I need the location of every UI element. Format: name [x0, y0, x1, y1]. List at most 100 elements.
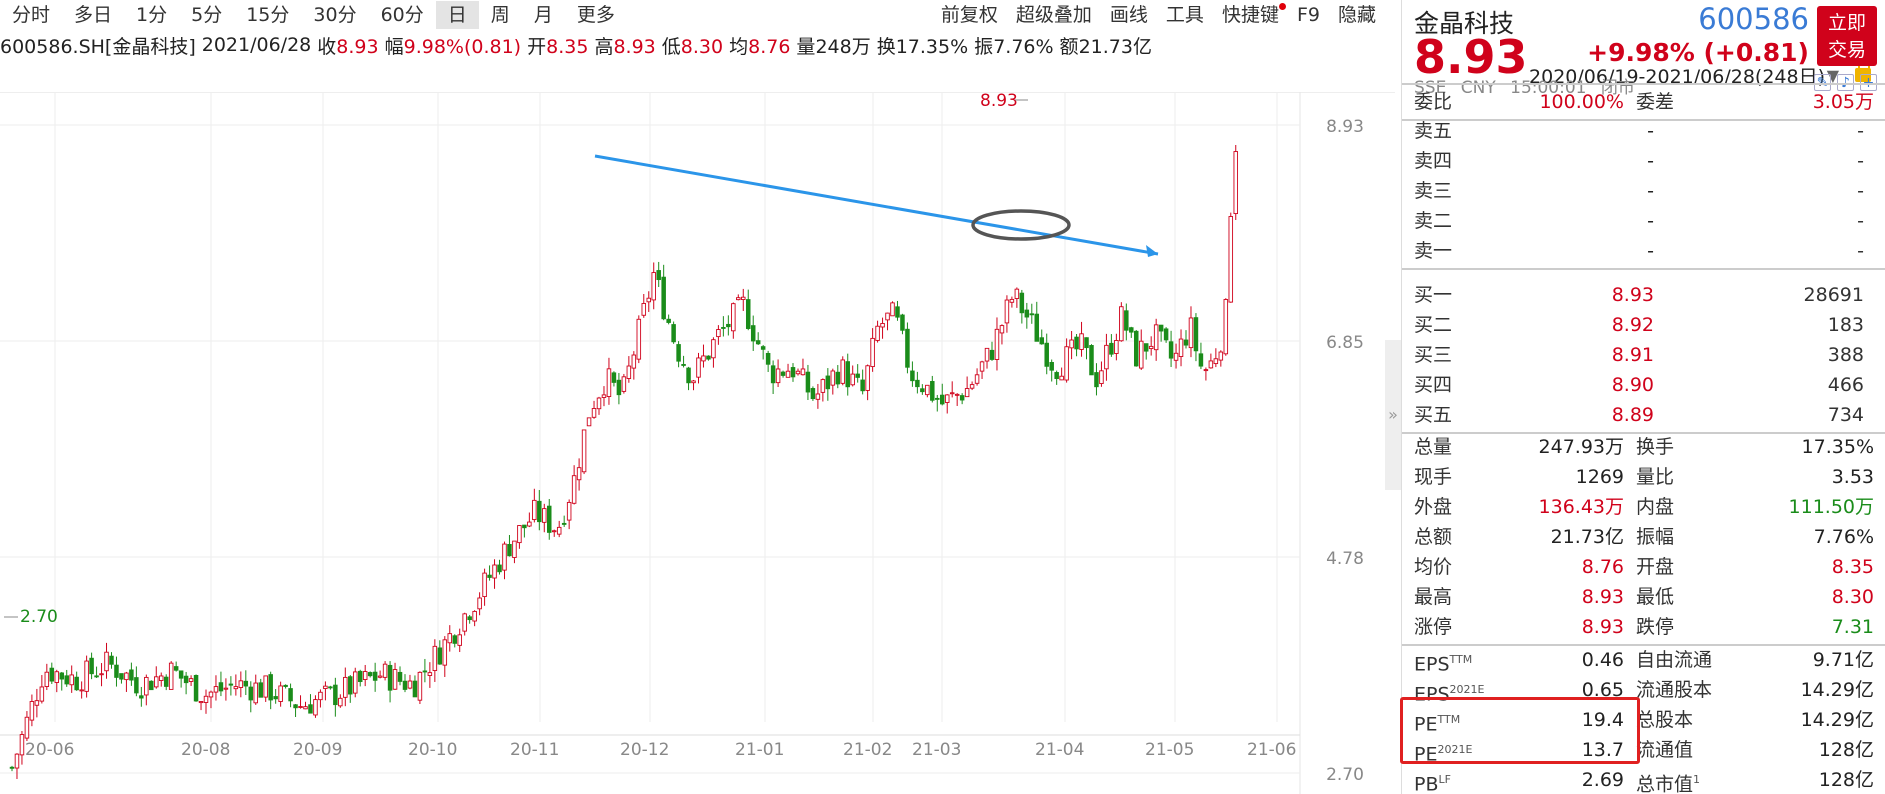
candle-body [940, 394, 945, 405]
candle-body [362, 671, 368, 680]
candle-body [1168, 341, 1174, 359]
tool-label: F9 [1296, 4, 1320, 26]
candle-body [367, 672, 373, 677]
candle-body [188, 678, 194, 682]
period-tab-3[interactable]: 5分 [191, 4, 223, 26]
bids-level-label: 买五 [1414, 404, 1453, 426]
candle-body [158, 675, 164, 681]
period-tab-4[interactable]: 15分 [246, 4, 290, 26]
candle-body [338, 697, 343, 707]
tool-5[interactable]: F9 [1288, 1, 1329, 29]
asks-price: - [1647, 180, 1654, 202]
stat-label: 振幅 [1636, 526, 1675, 548]
candle-body [288, 688, 293, 702]
candle-body [1138, 340, 1144, 369]
period-tab-0[interactable]: 分时 [12, 4, 51, 26]
candle-body [1034, 313, 1040, 342]
period-tab-9[interactable]: 月 [533, 4, 553, 26]
tool-1[interactable]: 超级叠加 [1007, 1, 1101, 29]
candle-body [1223, 299, 1229, 355]
stock-code: 600586 [1698, 2, 1809, 36]
tool-2[interactable]: 画线 [1101, 1, 1157, 29]
candle-body [129, 669, 134, 681]
stat-value: 7.31 [1831, 616, 1874, 638]
candle-body [343, 676, 348, 698]
candle-body [905, 328, 910, 368]
fund-label-sup: 2021E [1449, 683, 1485, 696]
high-value: 8.93 [613, 35, 656, 58]
candle-body [865, 365, 870, 391]
period-tab-6[interactable]: 60分 [380, 4, 424, 26]
bids-price: 8.92 [1611, 314, 1654, 336]
candle-body [815, 393, 821, 400]
candle-body [1019, 292, 1025, 314]
asks-row: 卖五 - - [1402, 116, 1885, 146]
bids-price: 8.89 [1611, 404, 1654, 426]
candle-body [979, 361, 985, 372]
candle-body [581, 429, 587, 473]
period-tab-2[interactable]: 1分 [136, 4, 168, 26]
candle-body [372, 671, 378, 681]
candle-body [49, 667, 55, 682]
period-toolbar: 分时 多日 1分 5分 15分 30分 60分日周 月 更多 前复权 超级叠加 画线 工具 快捷键 F9 隐… [0, 0, 1385, 30]
dropdown-arrow-icon[interactable]: ▼ [1826, 66, 1839, 85]
candle-body [825, 375, 831, 390]
fund-label-sup: TTM [1449, 653, 1473, 666]
bids-level-label: 买一 [1414, 284, 1453, 306]
fund-value: 2.69 [1581, 769, 1624, 791]
symbol-label: 600586.SH[金晶科技] [0, 35, 196, 58]
candle-body [1153, 324, 1159, 351]
period-tab-10[interactable]: 更多 [576, 4, 615, 26]
candle-body [348, 676, 353, 695]
tool-4[interactable]: 快捷键 [1213, 1, 1288, 29]
date-range-selector[interactable]: 2020/06/19-2021/06/28(248日) [1529, 66, 1825, 88]
tool-0[interactable]: 前复权 [932, 1, 1007, 29]
price-change: +9.98% (+0.81) [1587, 38, 1809, 67]
period-tab-8[interactable]: 周 [490, 4, 510, 26]
candle-body [969, 384, 975, 389]
candle-body [706, 355, 711, 360]
max-price-label: 8.93 [980, 92, 1018, 111]
candle-body [1109, 342, 1114, 355]
avg-field: 均8.76 [729, 32, 790, 59]
tool-6[interactable]: 隐藏 [1329, 1, 1385, 29]
candle-body [1079, 333, 1084, 350]
candle-body [492, 564, 497, 579]
candle-body [1044, 342, 1049, 367]
bids-price: 8.93 [1611, 284, 1654, 306]
fund-value: 128亿 [1818, 739, 1874, 761]
stat-value: 8.93 [1581, 586, 1624, 608]
candle-body [736, 297, 741, 301]
x-tick-label: 21-03 [912, 740, 961, 760]
stat-label: 外盘 [1414, 496, 1453, 518]
turnover-label: 换 [876, 35, 896, 58]
candle-body [959, 395, 965, 401]
candle-body [14, 753, 20, 769]
period-tab-5[interactable]: 30分 [313, 4, 357, 26]
candle-body [770, 365, 776, 384]
turnover-field: 换17.35% [877, 32, 968, 59]
y-tick-label: 4.78 [1326, 549, 1364, 569]
candlestick-chart[interactable]: 8.93 6.85 4.78 2.70 20-06 20-08 20-09 20-10 20-1… [0, 92, 1395, 794]
candle-body [895, 306, 900, 318]
candle-body [566, 501, 572, 521]
fund-label-sup: 1 [1693, 773, 1701, 786]
period-tab-7[interactable]: 日 [435, 1, 479, 29]
period-tab-1[interactable]: 多日 [74, 4, 113, 26]
candle-body [626, 365, 632, 379]
candle-body [1089, 345, 1094, 376]
candle-body [1163, 328, 1169, 341]
diff-label: 委差 [1636, 91, 1675, 113]
candle-body [880, 323, 885, 328]
tool-3[interactable]: 工具 [1157, 1, 1213, 29]
close-label: 收 [317, 35, 337, 58]
candle-body [1124, 310, 1129, 331]
x-tick-label: 20-08 [181, 740, 230, 760]
trade-button[interactable]: 立即 交易 [1817, 6, 1877, 66]
candle-body [437, 647, 443, 665]
stat-label: 最低 [1636, 586, 1675, 608]
collapse-panel-icon[interactable]: » [1385, 340, 1401, 490]
candle-body [278, 685, 283, 702]
candle-body [54, 671, 60, 683]
candle-body [1158, 324, 1164, 332]
